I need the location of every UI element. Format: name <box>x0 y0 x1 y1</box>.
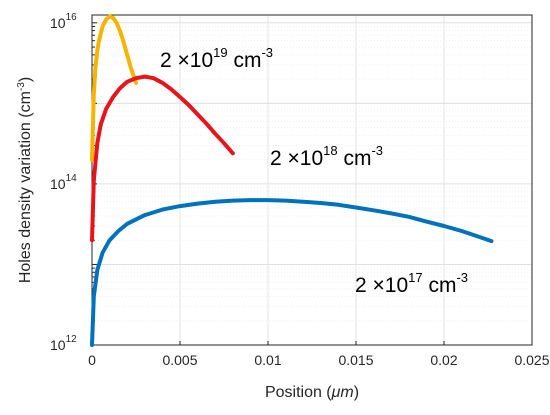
y-tick-labels: 1012 1014 1016 <box>50 12 77 353</box>
x-axis-title: Position (μm) <box>265 384 359 401</box>
x-tick-label: 0.02 <box>430 352 457 368</box>
annotations: 2 ×1019 cm-3 2 ×1018 cm-3 2 ×1017 cm-3 <box>160 45 468 297</box>
series-line-1 <box>90 14 138 162</box>
y-tick-label: 1012 <box>50 334 77 353</box>
annotation-2e17: 2 ×1017 cm-3 <box>355 270 468 297</box>
x-tick-labels: 0 0.005 0.01 0.015 0.02 0.025 <box>88 352 550 368</box>
x-tick-label: 0.025 <box>514 352 549 368</box>
annotation-2e18: 2 ×1018 cm-3 <box>270 143 383 170</box>
x-tick-label: 0.015 <box>338 352 373 368</box>
series-lines <box>90 14 494 347</box>
x-tick-label: 0.005 <box>162 352 197 368</box>
annotation-2e19: 2 ×1019 cm-3 <box>160 45 273 72</box>
x-tick-label: 0 <box>88 352 96 368</box>
grid <box>91 15 533 346</box>
series-line-3 <box>90 198 494 347</box>
series-line-2 <box>90 74 235 243</box>
x-tick-label: 0.01 <box>254 352 281 368</box>
y-axis-title: Holes density variation (cm-3) <box>16 77 34 283</box>
y-tick-label: 1014 <box>50 173 77 192</box>
y-tick-label: 1016 <box>50 12 77 31</box>
